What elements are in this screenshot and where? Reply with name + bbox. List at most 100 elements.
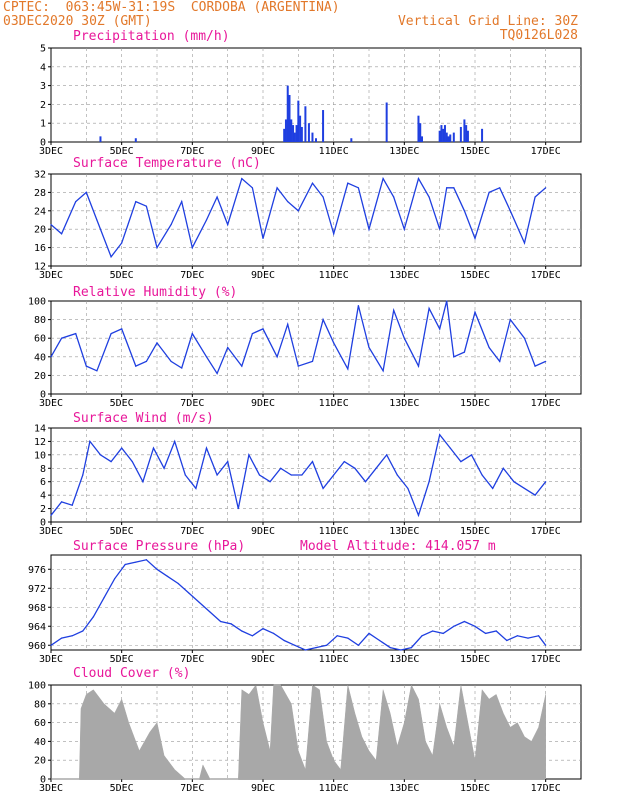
x-tick-label: 17DEC — [531, 783, 561, 794]
series-point — [156, 247, 158, 249]
series-point — [301, 474, 303, 476]
series-point — [110, 332, 112, 335]
precip-bar — [311, 132, 314, 142]
series-point — [311, 460, 314, 463]
precip-bar — [463, 119, 466, 142]
y-tick-label: 100 — [28, 297, 46, 308]
precip-bar — [284, 119, 287, 142]
series-point — [177, 582, 179, 585]
series-point — [326, 644, 328, 646]
y-tick-label: 20 — [34, 371, 46, 382]
series-point — [205, 219, 208, 221]
series-point — [311, 360, 314, 363]
series-point — [273, 632, 275, 634]
series-point — [96, 219, 98, 221]
series-point — [368, 632, 370, 634]
x-tick-label: 17DEC — [531, 270, 561, 281]
series-point — [258, 474, 261, 476]
y-tick-label: 14 — [34, 424, 46, 435]
series-point — [121, 242, 123, 244]
series-point — [417, 514, 420, 516]
x-tick-label: 13DEC — [389, 398, 419, 409]
series-point — [297, 210, 299, 212]
precip-bar — [315, 138, 317, 142]
series-point — [322, 196, 324, 198]
series-point — [495, 630, 497, 632]
series-point — [145, 205, 147, 207]
series-point — [534, 365, 536, 367]
series-point — [75, 332, 77, 335]
precip-bar — [442, 128, 445, 142]
series-point — [50, 644, 52, 646]
precip-bar — [300, 126, 303, 142]
series-line — [50, 176, 547, 259]
panel-title: Surface Wind (m/s) — [73, 411, 214, 426]
precip-bar — [481, 128, 484, 142]
y-tick-label: 1 — [40, 119, 46, 130]
y-tick-label: 3 — [40, 81, 46, 92]
panel-frame — [50, 554, 582, 651]
x-tick-label: 11DEC — [319, 146, 349, 157]
x-tick-label: 17DEC — [531, 526, 561, 537]
x-tick-label: 7DEC — [180, 270, 204, 281]
series-point — [205, 447, 208, 449]
x-tick-label: 17DEC — [531, 398, 561, 409]
x-tick-label: 5DEC — [110, 398, 134, 409]
series-point — [92, 616, 94, 618]
panel-frame — [50, 173, 582, 267]
series-point — [389, 647, 391, 649]
series-point — [110, 460, 112, 463]
series-point — [368, 228, 370, 230]
series-line — [50, 433, 547, 518]
series-point — [523, 337, 526, 339]
precip-bar — [290, 119, 293, 142]
model-altitude-label: Model Altitude: 414.057 m — [300, 539, 496, 554]
y-tick-label: 5 — [40, 44, 46, 55]
panel-title: Relative Humidity (%) — [73, 285, 237, 300]
x-tick-label: 13DEC — [389, 654, 419, 665]
series-point — [251, 187, 253, 189]
series-point — [75, 201, 77, 203]
series-point — [198, 601, 200, 604]
y-tick-label: 12 — [34, 262, 46, 273]
series-point — [382, 370, 384, 372]
series-point — [403, 228, 405, 230]
series-point — [241, 178, 243, 180]
series-point — [516, 635, 519, 637]
series-point — [428, 481, 430, 483]
panel-title: Cloud Cover (%) — [73, 666, 190, 681]
series-point — [527, 637, 529, 639]
series-point — [230, 623, 232, 625]
series-point — [50, 356, 52, 358]
series-point — [347, 637, 349, 639]
series-point — [315, 647, 317, 649]
precip-bar — [99, 136, 102, 142]
series-point — [170, 360, 172, 363]
series-point — [156, 568, 158, 570]
series-point — [357, 187, 359, 189]
x-tick-label: 9DEC — [251, 783, 275, 794]
series-point — [446, 300, 448, 302]
series-point — [417, 365, 420, 367]
x-tick-label: 13DEC — [389, 270, 419, 281]
precip-bar — [459, 126, 462, 142]
x-tick-label: 3DEC — [39, 654, 63, 665]
series-point — [428, 307, 430, 310]
series-point — [174, 440, 176, 443]
series-point — [393, 309, 395, 311]
series-point — [297, 365, 299, 367]
series-point — [135, 561, 137, 563]
series-point — [135, 365, 137, 367]
series-point — [545, 481, 547, 483]
series-point — [241, 365, 243, 367]
series-point — [262, 628, 264, 630]
series-point — [61, 337, 63, 339]
panel-title: Surface Pressure (hPa) — [73, 539, 245, 554]
series-point — [283, 639, 285, 642]
y-tick-label: 6 — [40, 477, 46, 488]
precip-bar — [286, 85, 289, 142]
series-point — [145, 559, 147, 561]
x-tick-label: 15DEC — [460, 270, 490, 281]
series-point — [534, 196, 536, 198]
